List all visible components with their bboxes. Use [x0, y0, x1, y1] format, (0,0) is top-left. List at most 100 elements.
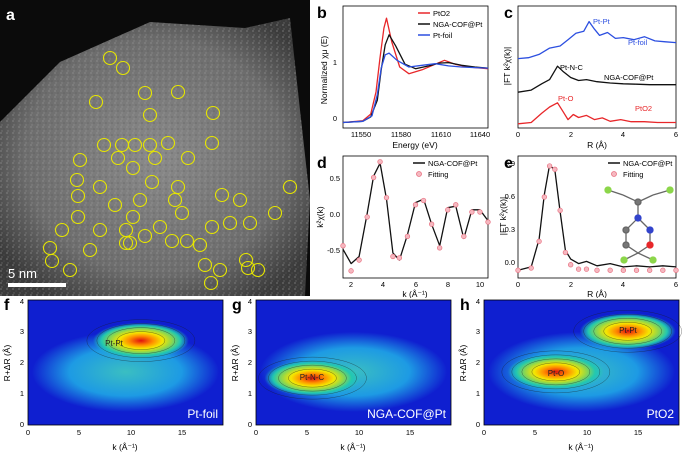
- fit-point: [607, 267, 613, 273]
- ytick-h-1: 1: [476, 389, 480, 398]
- wt-contour: [116, 331, 166, 350]
- wt-contour: [96, 323, 186, 358]
- xtick-h-0: 0: [482, 428, 486, 437]
- ytick-b-1: 1: [333, 58, 337, 67]
- xlabel-g: k (Å⁻¹): [340, 442, 365, 452]
- atom-circle: [69, 172, 85, 188]
- xtick-b-0: 11550: [351, 130, 371, 139]
- plot-h: [487, 310, 682, 412]
- panel-label-d: d: [317, 155, 327, 172]
- ytick-h-4: 4: [476, 298, 480, 306]
- wt-contour: [603, 322, 652, 341]
- xtick-c-0: 0: [516, 130, 520, 139]
- panel-d: d -0.5 0.0 0.5 2 4 6 8 10 k (Å⁻¹) k²χ(k)…: [315, 155, 491, 298]
- fit-point: [594, 267, 600, 273]
- fit-point: [647, 267, 653, 273]
- fit-point: [453, 202, 459, 208]
- ann-h-2: Pt-Pt: [619, 326, 638, 335]
- fit-point: [673, 267, 679, 273]
- legend-d-0: NGA-COF@Pt: [428, 159, 478, 168]
- series-line-pto2: [342, 17, 489, 124]
- atom-circle: [167, 192, 183, 208]
- atom-circle: [282, 179, 298, 195]
- atom-circle: [205, 105, 221, 121]
- atom-circle: [118, 235, 134, 251]
- atom-circle: [125, 209, 141, 225]
- xtick-b-3: 11640: [470, 130, 490, 139]
- fit-point: [546, 163, 553, 169]
- fit-point: [420, 197, 427, 204]
- legend-e-0: NGA-COF@Pt: [623, 159, 673, 168]
- xtick-c-2: 4: [621, 130, 625, 139]
- molecule-structure-icon: [604, 186, 674, 264]
- xtick-f-0: 0: [26, 428, 30, 437]
- ytick-b-0: 0: [333, 114, 337, 123]
- xtick-e-0: 0: [516, 280, 520, 289]
- atom-circle: [88, 94, 104, 110]
- ytick-g-3: 3: [248, 327, 252, 336]
- fit-point: [528, 265, 534, 271]
- atom-circle: [204, 219, 220, 235]
- ylabel-h: R+ΔR (Å): [458, 345, 468, 382]
- xtick-g-1: 5: [305, 428, 309, 437]
- atom-circle: [179, 233, 195, 249]
- atom-circle: [242, 215, 258, 231]
- atom-circle: [132, 192, 148, 208]
- panel-e: e 0.0 0.3 0.6 0.9 0 2 4 6 R (Å) |FT k²χ(…: [498, 155, 679, 298]
- atom-circle: [203, 275, 219, 291]
- atom-circle: [122, 235, 138, 251]
- fit-point: [412, 202, 419, 208]
- wt-contour: [278, 364, 347, 392]
- ytick-e-2: 0.6: [505, 192, 515, 201]
- series-line-nga-cof-pt: [517, 164, 677, 271]
- ytick-g-4: 4: [248, 298, 252, 306]
- fit-point: [575, 266, 582, 272]
- atom-circle: [180, 150, 196, 166]
- ytick-g-1: 1: [248, 389, 252, 398]
- wt-contour: [593, 318, 662, 345]
- series-line-nga-cof-pt: [342, 162, 489, 265]
- fit-point: [583, 266, 590, 272]
- atom-circle: [240, 260, 256, 276]
- fit-point: [356, 257, 362, 263]
- atom-circle: [174, 205, 190, 221]
- xtick-d-3: 8: [446, 280, 450, 289]
- panel-label-a: a: [6, 7, 15, 24]
- wt-contour: [531, 362, 581, 382]
- scale-bar-label: 5 nm: [8, 266, 37, 281]
- atom-circle: [214, 187, 230, 203]
- axes-f: 0 1 2 3 4 0 5 10 15 k (Å⁻¹) R+ΔR (Å): [2, 298, 186, 452]
- atom-circle: [232, 192, 248, 208]
- wt-contour: [501, 350, 611, 394]
- series-line-pto2: [517, 102, 676, 125]
- panel-f: f Pt-Pt Pt-foil 0 1 2 3 4 0 5 10 15 k (Å…: [2, 298, 224, 452]
- series-line-nga-cof-pt: [342, 34, 489, 124]
- ann-c-ptpt: Pt-Pt: [593, 17, 611, 26]
- xtick-e-2: 4: [621, 280, 625, 289]
- atom-circle: [127, 137, 143, 153]
- fit-point: [461, 233, 467, 240]
- fit-point: [633, 267, 640, 273]
- fit-point: [428, 221, 435, 227]
- wt-contour: [288, 368, 337, 388]
- atom-circles: [42, 50, 298, 291]
- atom-circle: [204, 135, 220, 151]
- ytick-h-3: 3: [476, 327, 480, 336]
- atom-circle: [137, 228, 153, 244]
- ylabel-d: k²χ(k): [315, 206, 325, 228]
- atom-circle: [147, 150, 163, 166]
- legend-b-2: Pt-foil: [433, 31, 453, 40]
- sample-f: Pt-foil: [187, 407, 218, 421]
- ytick-f-2: 2: [20, 358, 24, 367]
- ytick-g-2: 2: [248, 358, 252, 367]
- atom-circle: [92, 222, 108, 238]
- ytick-g-0: 0: [248, 420, 252, 429]
- xtick-g-2: 10: [355, 428, 363, 437]
- ylabel-c: |FT k²χ(k)|: [502, 47, 512, 85]
- xtick-g-0: 0: [254, 428, 258, 437]
- plot-d: [340, 159, 491, 274]
- wt-contour: [511, 354, 601, 390]
- panel-label-b: b: [317, 5, 327, 22]
- fit-point: [477, 209, 483, 215]
- plot-c: [517, 20, 677, 125]
